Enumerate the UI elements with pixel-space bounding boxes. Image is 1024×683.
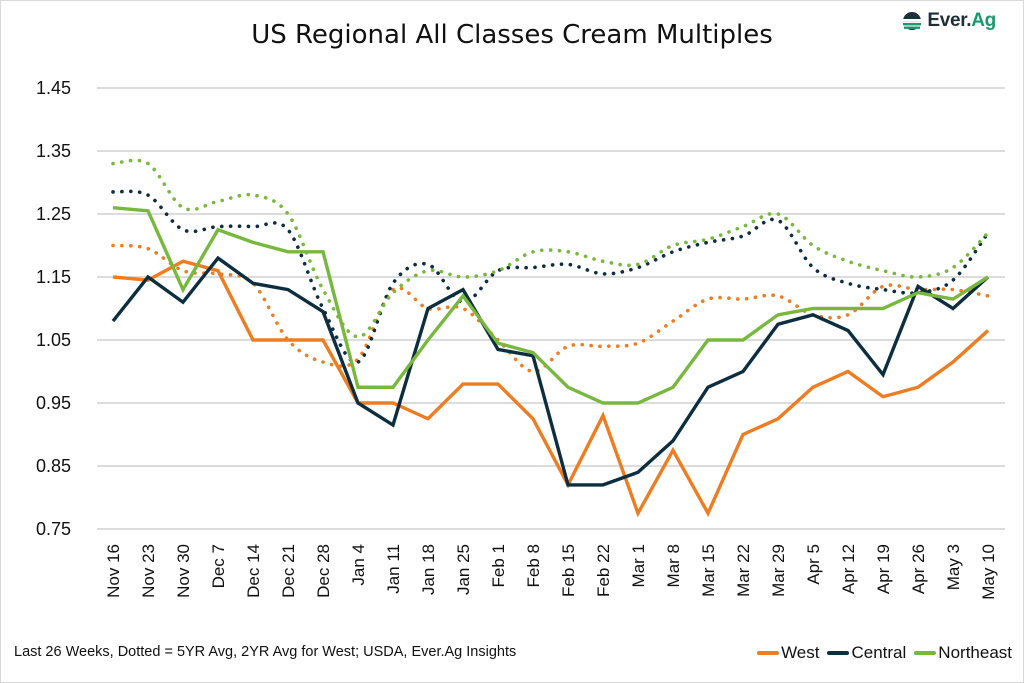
series-line-west [112,259,990,518]
x-tick-label: Dec 7 [209,544,228,588]
series-line-northeast-5yr-avg [111,158,990,339]
series-line-central-5yr-avg [111,189,990,364]
legend-label-northeast: Northeast [938,643,1012,662]
legend-item-west: West [757,643,819,663]
x-axis-ticks: Nov 16 Nov 23 Nov 30 Dec 7 Dec 14 Dec 21 Dec 2… [104,544,998,600]
legend: West Central Northeast [757,643,1012,663]
x-tick-label: Dec 14 [244,544,263,598]
series-line-central [111,255,990,487]
x-tick-label: Dec 21 [279,544,298,598]
x-tick-label: Feb 22 [594,544,613,597]
x-tick-label: May 10 [979,544,998,600]
logo-wordmark: Ever.Ag [927,10,996,32]
legend-swatch-northeast [914,651,937,655]
legend-label-central: Central [851,643,907,662]
y-axis-ticks: 1.45 1.35 1.25 1.15 1.05 0.95 0.85 0.75 [36,78,71,539]
legend-swatch-central [827,651,850,655]
x-tick-label: Mar 1 [629,544,648,587]
x-tick-label: Jan 4 [349,544,368,586]
legend-item-northeast: Northeast [914,643,1012,663]
x-tick-label: Jan 25 [454,544,473,595]
legend-label-west: West [781,643,820,662]
y-tick-label: 1.15 [36,267,71,287]
x-tick-label: Mar 8 [664,544,683,587]
y-tick-label: 0.75 [36,519,71,539]
chart-title: US Regional All Classes Cream Multiples [251,20,773,50]
x-tick-label: May 3 [944,544,963,590]
y-tick-label: 1.05 [36,330,71,350]
x-tick-label: Apr 12 [839,544,858,594]
x-tick-label: Apr 5 [804,544,823,585]
x-tick-label: Mar 15 [699,544,718,597]
source-note: Last 26 Weeks, Dotted = 5YR Avg, 2YR Avg… [14,644,517,660]
x-tick-label: Jan 18 [419,544,438,595]
logo-brand: Ever. [927,10,972,31]
legend-item-central: Central [827,643,906,663]
series-lines [111,158,990,518]
series-line-northeast [112,206,989,405]
x-tick-label: Feb 1 [489,544,508,587]
x-tick-label: Dec 28 [314,544,333,598]
y-tick-label: 0.95 [36,393,71,413]
ever-ag-globe-icon [902,12,923,30]
ever-ag-logo: Ever.Ag [901,10,996,32]
y-tick-label: 1.35 [36,141,71,161]
x-tick-label: Nov 23 [139,544,158,598]
x-tick-label: Nov 30 [174,544,193,598]
x-tick-label: Mar 22 [734,544,753,597]
legend-swatch-west [757,651,780,655]
x-tick-label: Nov 16 [104,544,123,598]
x-tick-label: Apr 26 [909,544,928,594]
x-tick-label: Mar 29 [769,544,788,597]
x-tick-label: Feb 8 [524,544,543,587]
y-tick-label: 1.45 [36,78,71,98]
x-tick-label: Apr 19 [874,544,893,594]
x-tick-label: Jan 11 [384,544,403,594]
y-tick-label: 0.85 [36,456,71,476]
logo-brand-suffix: Ag [971,10,996,31]
x-tick-label: Feb 15 [559,544,578,597]
gridlines [97,87,1005,530]
y-tick-label: 1.25 [36,204,71,224]
